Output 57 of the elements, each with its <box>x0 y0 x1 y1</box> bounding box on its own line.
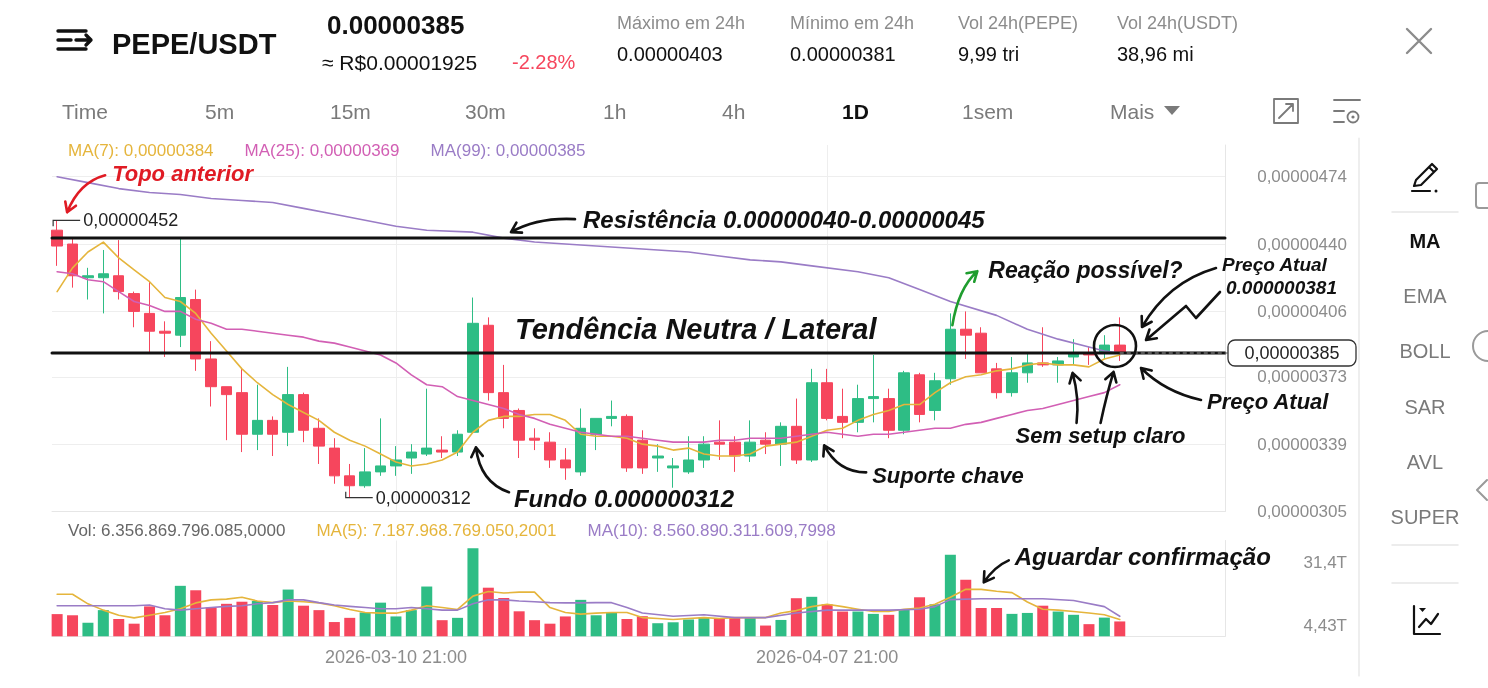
y-tick-label: 31,4T <box>1303 553 1347 573</box>
text: 30m <box>465 99 506 123</box>
text: MA(5): 7.187.968.769.050,2001 <box>316 521 557 540</box>
chart-subtitle: 0.00000385 <box>327 10 465 40</box>
annotation: Sem setup claro <box>1015 423 1186 449</box>
text: BOLL <box>1399 340 1451 362</box>
annotation: Aguardar confirmação <box>1013 542 1271 570</box>
annotation: Fundo 0.000000312 <box>513 484 735 512</box>
y-tick-label: 0,00000440 <box>1257 234 1347 254</box>
text: Mínimo em 24h <box>790 13 915 33</box>
text: MA(10): 8.560.890.311.609,7998 <box>587 521 836 540</box>
text: -2.28% <box>512 51 576 73</box>
annotation: Preço Atual <box>1222 253 1328 275</box>
annotation: Preço Atual <box>1207 388 1330 414</box>
text: 0.00000381 <box>790 43 896 65</box>
x-tick-label: 2026-03-10 21:00 <box>324 647 468 668</box>
text: MA(99): 0,00000385 <box>430 141 586 160</box>
text: Mais <box>1110 99 1155 123</box>
annotation: 0,00000385 <box>1244 343 1340 364</box>
text: MA <box>1409 230 1441 252</box>
text: 38,96 mi <box>1117 43 1194 65</box>
text: EMA <box>1403 285 1448 307</box>
text: 9,99 tri <box>958 43 1020 65</box>
y-tick-label: 0,00000373 <box>1257 367 1347 387</box>
text: Vol 24h(USDT) <box>1117 13 1239 33</box>
text: 5m <box>205 99 235 123</box>
text: 1D <box>842 99 869 123</box>
text: MA(25): 0,00000369 <box>244 141 400 160</box>
annotation: 0,00000452 <box>83 210 179 231</box>
text: Time <box>62 99 108 123</box>
text: Vol: 6.356.869.796.085,0000 <box>68 521 286 540</box>
text: 0.000000381 <box>1226 276 1337 298</box>
ref-line-label: Resistência 0.00000040-0.00000045 <box>583 205 986 233</box>
annotation: Suporte chave <box>872 462 1024 488</box>
y-tick-label: 0,00000474 <box>1257 167 1347 187</box>
text: 4h <box>722 99 746 123</box>
text: 0.00000403 <box>617 43 723 65</box>
annotation: Reação possível? <box>988 257 1183 284</box>
y-tick-label: 4,43T <box>1303 616 1347 636</box>
text: 1h <box>603 99 627 123</box>
annotation: Topo anterior <box>112 160 255 186</box>
text: AVL <box>1406 451 1444 473</box>
text: SUPER <box>1390 506 1460 528</box>
annotation: 0,00000312 <box>375 487 471 508</box>
text: ≈ R$0.00001925 <box>322 50 478 74</box>
y-tick-label: 0,00000305 <box>1257 502 1347 521</box>
text: Máximo em 24h <box>617 13 746 33</box>
chart-title: PEPE/USDT <box>112 27 277 60</box>
text: Vol 24h(PEPE) <box>958 13 1079 33</box>
text: 1sem <box>962 99 1014 123</box>
y-tick-label: 0,00000406 <box>1257 301 1347 321</box>
y-tick-label: 0,00000339 <box>1257 434 1347 454</box>
ref-line-label: Tendência Neutra / Lateral <box>515 313 878 346</box>
text: 15m <box>330 99 371 123</box>
x-tick-label: 2026-04-07 21:00 <box>756 647 899 668</box>
text: SAR <box>1404 396 1446 418</box>
text: MA(7): 0,00000384 <box>68 141 214 160</box>
